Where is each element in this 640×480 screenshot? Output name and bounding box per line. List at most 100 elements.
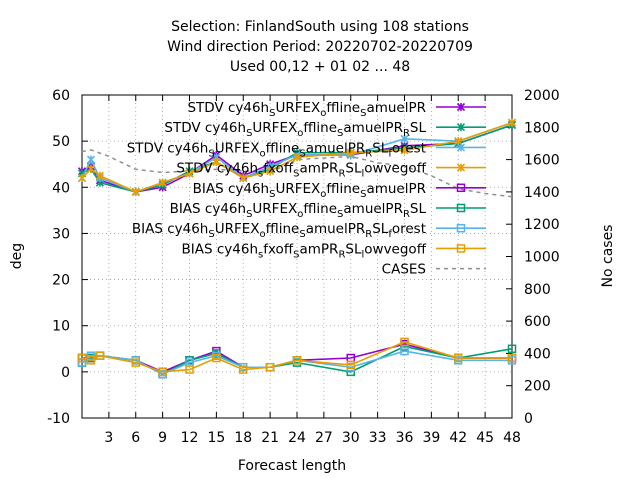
y2-tick-label: 1400	[524, 185, 560, 201]
data-point	[86, 351, 96, 360]
y-tick-label: 0	[61, 365, 70, 381]
legend-text-part: STDV cy46h	[187, 100, 269, 116]
legend-text-part: ffline	[326, 181, 360, 197]
legend-subscript: f	[388, 229, 392, 240]
y2-tick-label: 2000	[524, 88, 560, 104]
legend-subscript: R	[403, 209, 410, 220]
data-point	[86, 356, 96, 365]
y2-tick-label: 800	[524, 282, 551, 298]
y-tick-label: -10	[47, 411, 70, 427]
y-tick-label: 10	[52, 319, 70, 335]
legend-sample-marker	[456, 102, 466, 112]
legend-subscript: S	[293, 249, 299, 260]
legend-subscript: R	[338, 249, 345, 260]
legend-label: BIAS cy46hSURFEXofflineSamuelPRRSL	[170, 201, 427, 220]
legend-subscript: S	[360, 108, 366, 119]
y-tick-label: 50	[52, 134, 70, 150]
data-point	[131, 358, 140, 367]
legend-text-part: SL	[345, 161, 362, 177]
y2-tick-label: 600	[524, 314, 551, 330]
y2-tick-labels: 0 200 400 600 800 1000 1200 1400 1600 1800 2000	[524, 88, 560, 427]
data-point	[507, 118, 517, 127]
y-tick-label: 20	[52, 273, 70, 289]
legend-text-part: STDV cy46h	[176, 161, 258, 177]
legend-label: BIAS cy46hsfxoffSamPRRSLlowvegoff	[182, 241, 427, 260]
legend-subscript: S	[246, 128, 252, 139]
data-point	[400, 337, 409, 347]
legend-subscript: o	[297, 209, 303, 220]
legend-subscript: S	[337, 209, 343, 220]
x-tick-label: 30	[342, 430, 360, 446]
legend-label: BIAS cy46hSURFEXofflineSamuelPR	[193, 181, 426, 200]
legend-text-part: BIAS cy46h	[132, 221, 209, 237]
legend-label: STDV cy46hSURFEXofflineSamuelPRRSLforest	[127, 140, 426, 159]
legend-sample-marker	[456, 203, 466, 213]
x-tick-label: 27	[315, 430, 333, 446]
legend-text-part: BIAS cy46h	[182, 241, 259, 257]
data-point	[86, 155, 96, 164]
legend-subscript: o	[297, 128, 303, 139]
legend-text-part: ffline	[266, 140, 300, 156]
data-point	[185, 365, 194, 374]
title-line-1: Selection: FinlandSouth using 108 statio…	[171, 19, 469, 35]
legend-text-part: amuelPR	[343, 120, 403, 136]
legend-sample-marker	[456, 143, 466, 152]
legend-text-part: SL	[372, 221, 389, 237]
data-point	[185, 169, 194, 178]
legend-label: BIAS cy46hSURFEXofflineSamuelPRRSLforest	[132, 221, 426, 240]
legend-text-part: SL	[410, 201, 427, 217]
x-tick-label: 6	[131, 430, 140, 446]
series-line	[81, 341, 512, 373]
legend-subscript: f	[388, 148, 392, 159]
legend-text-part: amuelPR	[306, 221, 366, 237]
y2-axis-label: No cases	[600, 225, 616, 288]
y2-tick-label: 1600	[524, 153, 560, 169]
legend-text-part: CASES	[382, 262, 426, 278]
data-point	[239, 365, 248, 374]
legend-sample-marker	[456, 183, 466, 193]
legend-subscript: S	[360, 189, 366, 200]
series-layer	[77, 118, 517, 379]
x-tick-label: 24	[288, 430, 306, 446]
y2-tick-label: 1800	[524, 120, 560, 136]
x-tick-label: 9	[158, 430, 167, 446]
legend-sample-marker	[456, 223, 466, 233]
legend-text-part: BIAS cy46h	[170, 201, 247, 217]
data-point	[292, 153, 302, 162]
title-line-3: Used 00,12 + 01 02 ... 48	[230, 59, 410, 75]
legend-subscript: R	[365, 148, 372, 159]
title-line-2: Wind direction Period: 20220702-20220709	[167, 39, 473, 55]
data-point	[454, 353, 463, 363]
y-axis-label: deg	[9, 243, 25, 269]
legend-subscript: S	[269, 108, 275, 119]
legend-text-part: SL	[410, 120, 427, 136]
legend-text-part: owvegoff	[364, 241, 426, 257]
data-point	[158, 367, 167, 377]
x-tick-label: 36	[396, 430, 414, 446]
data-point	[212, 353, 221, 363]
legend-text-part: ffline	[266, 221, 300, 237]
x-tick-label: 12	[181, 430, 199, 446]
legend-text-part: URFEX	[275, 100, 320, 116]
legend-text-part: amuelPR	[366, 181, 426, 197]
data-point	[400, 342, 409, 351]
data-point	[346, 148, 355, 157]
legend-subscript: o	[260, 229, 266, 240]
y2-tick-label: 1000	[524, 250, 560, 266]
x-tick-label: 45	[476, 430, 494, 446]
legend-label: STDV cy46hSURFEXofflineSamuelPR	[187, 100, 426, 119]
legend-text-part: amuelPR	[343, 201, 403, 217]
legend-text-part: orest	[392, 140, 426, 156]
legend-subscript: R	[365, 229, 372, 240]
x-tick-label: 21	[261, 430, 279, 446]
legend-sample-marker	[456, 244, 466, 253]
legend-text-part: amPR	[299, 161, 338, 177]
series-8	[77, 337, 517, 377]
data-point	[400, 134, 409, 143]
legend-text-part: SL	[345, 241, 362, 257]
data-point	[77, 173, 87, 183]
data-point	[400, 146, 409, 155]
legend-subscript: R	[338, 169, 345, 180]
legend-sample-marker	[456, 163, 466, 172]
